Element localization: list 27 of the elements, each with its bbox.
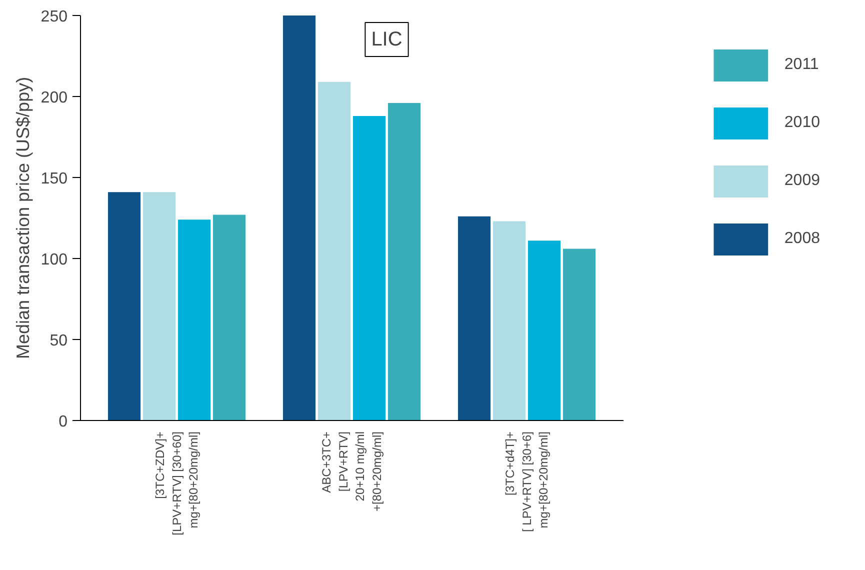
y-tick-label: 0 (58, 414, 68, 430)
y-tick-label: 50 (50, 332, 68, 350)
legend-label: 2011 (784, 55, 819, 75)
bar (142, 192, 176, 420)
y-axis-title: Median transaction price (US$/ppy) (12, 76, 33, 360)
bar (352, 116, 386, 420)
legend-label: 2010 (784, 113, 820, 133)
x-tick-label: ABC+3TC+ [LPV+RTV] 20+10 mg/ml +[80+20mg/ml] (320, 432, 384, 512)
bar (458, 216, 491, 420)
y-tick-label: 100 (40, 252, 68, 268)
text: LIC (371, 28, 402, 50)
bar (388, 102, 421, 420)
bar (528, 240, 561, 420)
legend-label: 2009 (784, 171, 820, 191)
bar (108, 192, 141, 420)
x-tick-label: [3TC+d4T]+ [ LPV+RTV] [30+6] mg+[80+20mg/ml] (502, 431, 551, 532)
bar (492, 221, 526, 420)
x-tick-label: [3TC+ZDV]+ [LPV+RTV] [30+60] mg+[80+20mg/ml] (152, 431, 201, 536)
y-tick-label: 150 (40, 170, 68, 188)
bar (282, 16, 316, 420)
bar (562, 248, 596, 420)
legend-label: 2008 (784, 229, 820, 249)
y-tick-label: 200 (40, 90, 68, 106)
bar (178, 220, 211, 420)
bar (212, 214, 246, 420)
bar (318, 82, 351, 420)
y-tick-label: 250 (40, 8, 68, 26)
